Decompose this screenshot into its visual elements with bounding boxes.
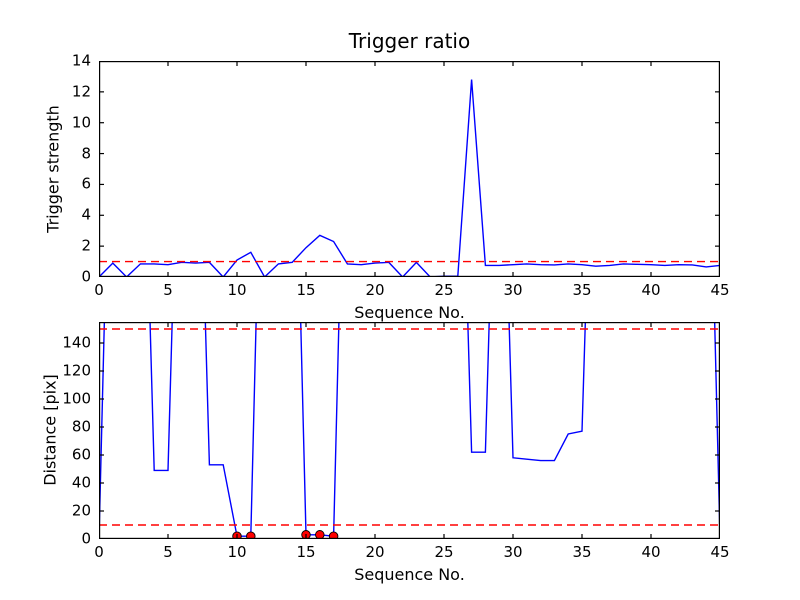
x-tick-label: 35 — [572, 543, 592, 561]
x-tick-label: 45 — [710, 543, 730, 561]
marker-dot — [328, 531, 339, 539]
axes-frame — [99, 322, 720, 539]
y-tick-label: 4 — [81, 205, 91, 224]
x-tick-label: 15 — [296, 281, 316, 299]
x-tick-label: 25 — [434, 543, 454, 561]
data-line-trigger-strength — [99, 79, 720, 277]
bottom-x-axis-label: Sequence No. — [354, 565, 465, 584]
x-tick-label: 5 — [163, 281, 173, 299]
x-tick-label: 5 — [163, 543, 173, 561]
y-tick-label: 0 — [81, 267, 91, 286]
y-tick-label: 120 — [62, 361, 91, 380]
y-tick-label: 20 — [71, 501, 91, 520]
bottom-y-axis-label: Distance [pix] — [40, 374, 60, 486]
y-tick-label: 6 — [81, 174, 91, 193]
x-tick-label: 45 — [710, 281, 730, 299]
y-tick-label: 8 — [81, 144, 91, 163]
y-tick-label: 10 — [71, 113, 91, 132]
y-tick-label: 14 — [71, 51, 91, 70]
y-tick-label: 12 — [71, 82, 91, 101]
x-tick-label: 25 — [434, 281, 454, 299]
y-tick-label: 80 — [71, 417, 91, 436]
x-tick-label: 15 — [296, 543, 316, 561]
x-tick-label: 10 — [227, 281, 247, 299]
y-tick-label: 40 — [71, 473, 91, 492]
x-tick-label: 20 — [365, 281, 385, 299]
axes-frame — [99, 61, 720, 277]
x-tick-label: 40 — [641, 543, 661, 561]
x-tick-label: 0 — [94, 543, 104, 561]
x-tick-label: 10 — [227, 543, 247, 561]
data-line-distance — [99, 322, 720, 539]
x-tick-label: 30 — [503, 543, 523, 561]
plot-canvas — [99, 61, 720, 277]
y-tick-label: 0 — [81, 529, 91, 548]
x-tick-label: 20 — [365, 543, 385, 561]
top-x-axis-label: Sequence No. — [354, 303, 465, 322]
marker-dot — [315, 530, 325, 539]
bottom-axes-distance-plot — [99, 322, 720, 539]
y-tick-label: 140 — [62, 333, 91, 352]
y-tick-label: 60 — [71, 445, 91, 464]
x-tick-label: 40 — [641, 281, 661, 299]
chart-title: Trigger ratio — [348, 29, 471, 53]
x-tick-label: 30 — [503, 281, 523, 299]
marker-dot — [246, 531, 256, 539]
x-tick-label: 35 — [572, 281, 592, 299]
y-tick-label: 100 — [62, 389, 91, 408]
x-tick-label: 0 — [94, 281, 104, 299]
top-axes-trigger-strength-plot — [99, 61, 720, 277]
top-y-axis-label: Trigger strength — [43, 105, 63, 233]
y-tick-label: 2 — [81, 236, 91, 255]
plot-canvas — [99, 322, 720, 539]
